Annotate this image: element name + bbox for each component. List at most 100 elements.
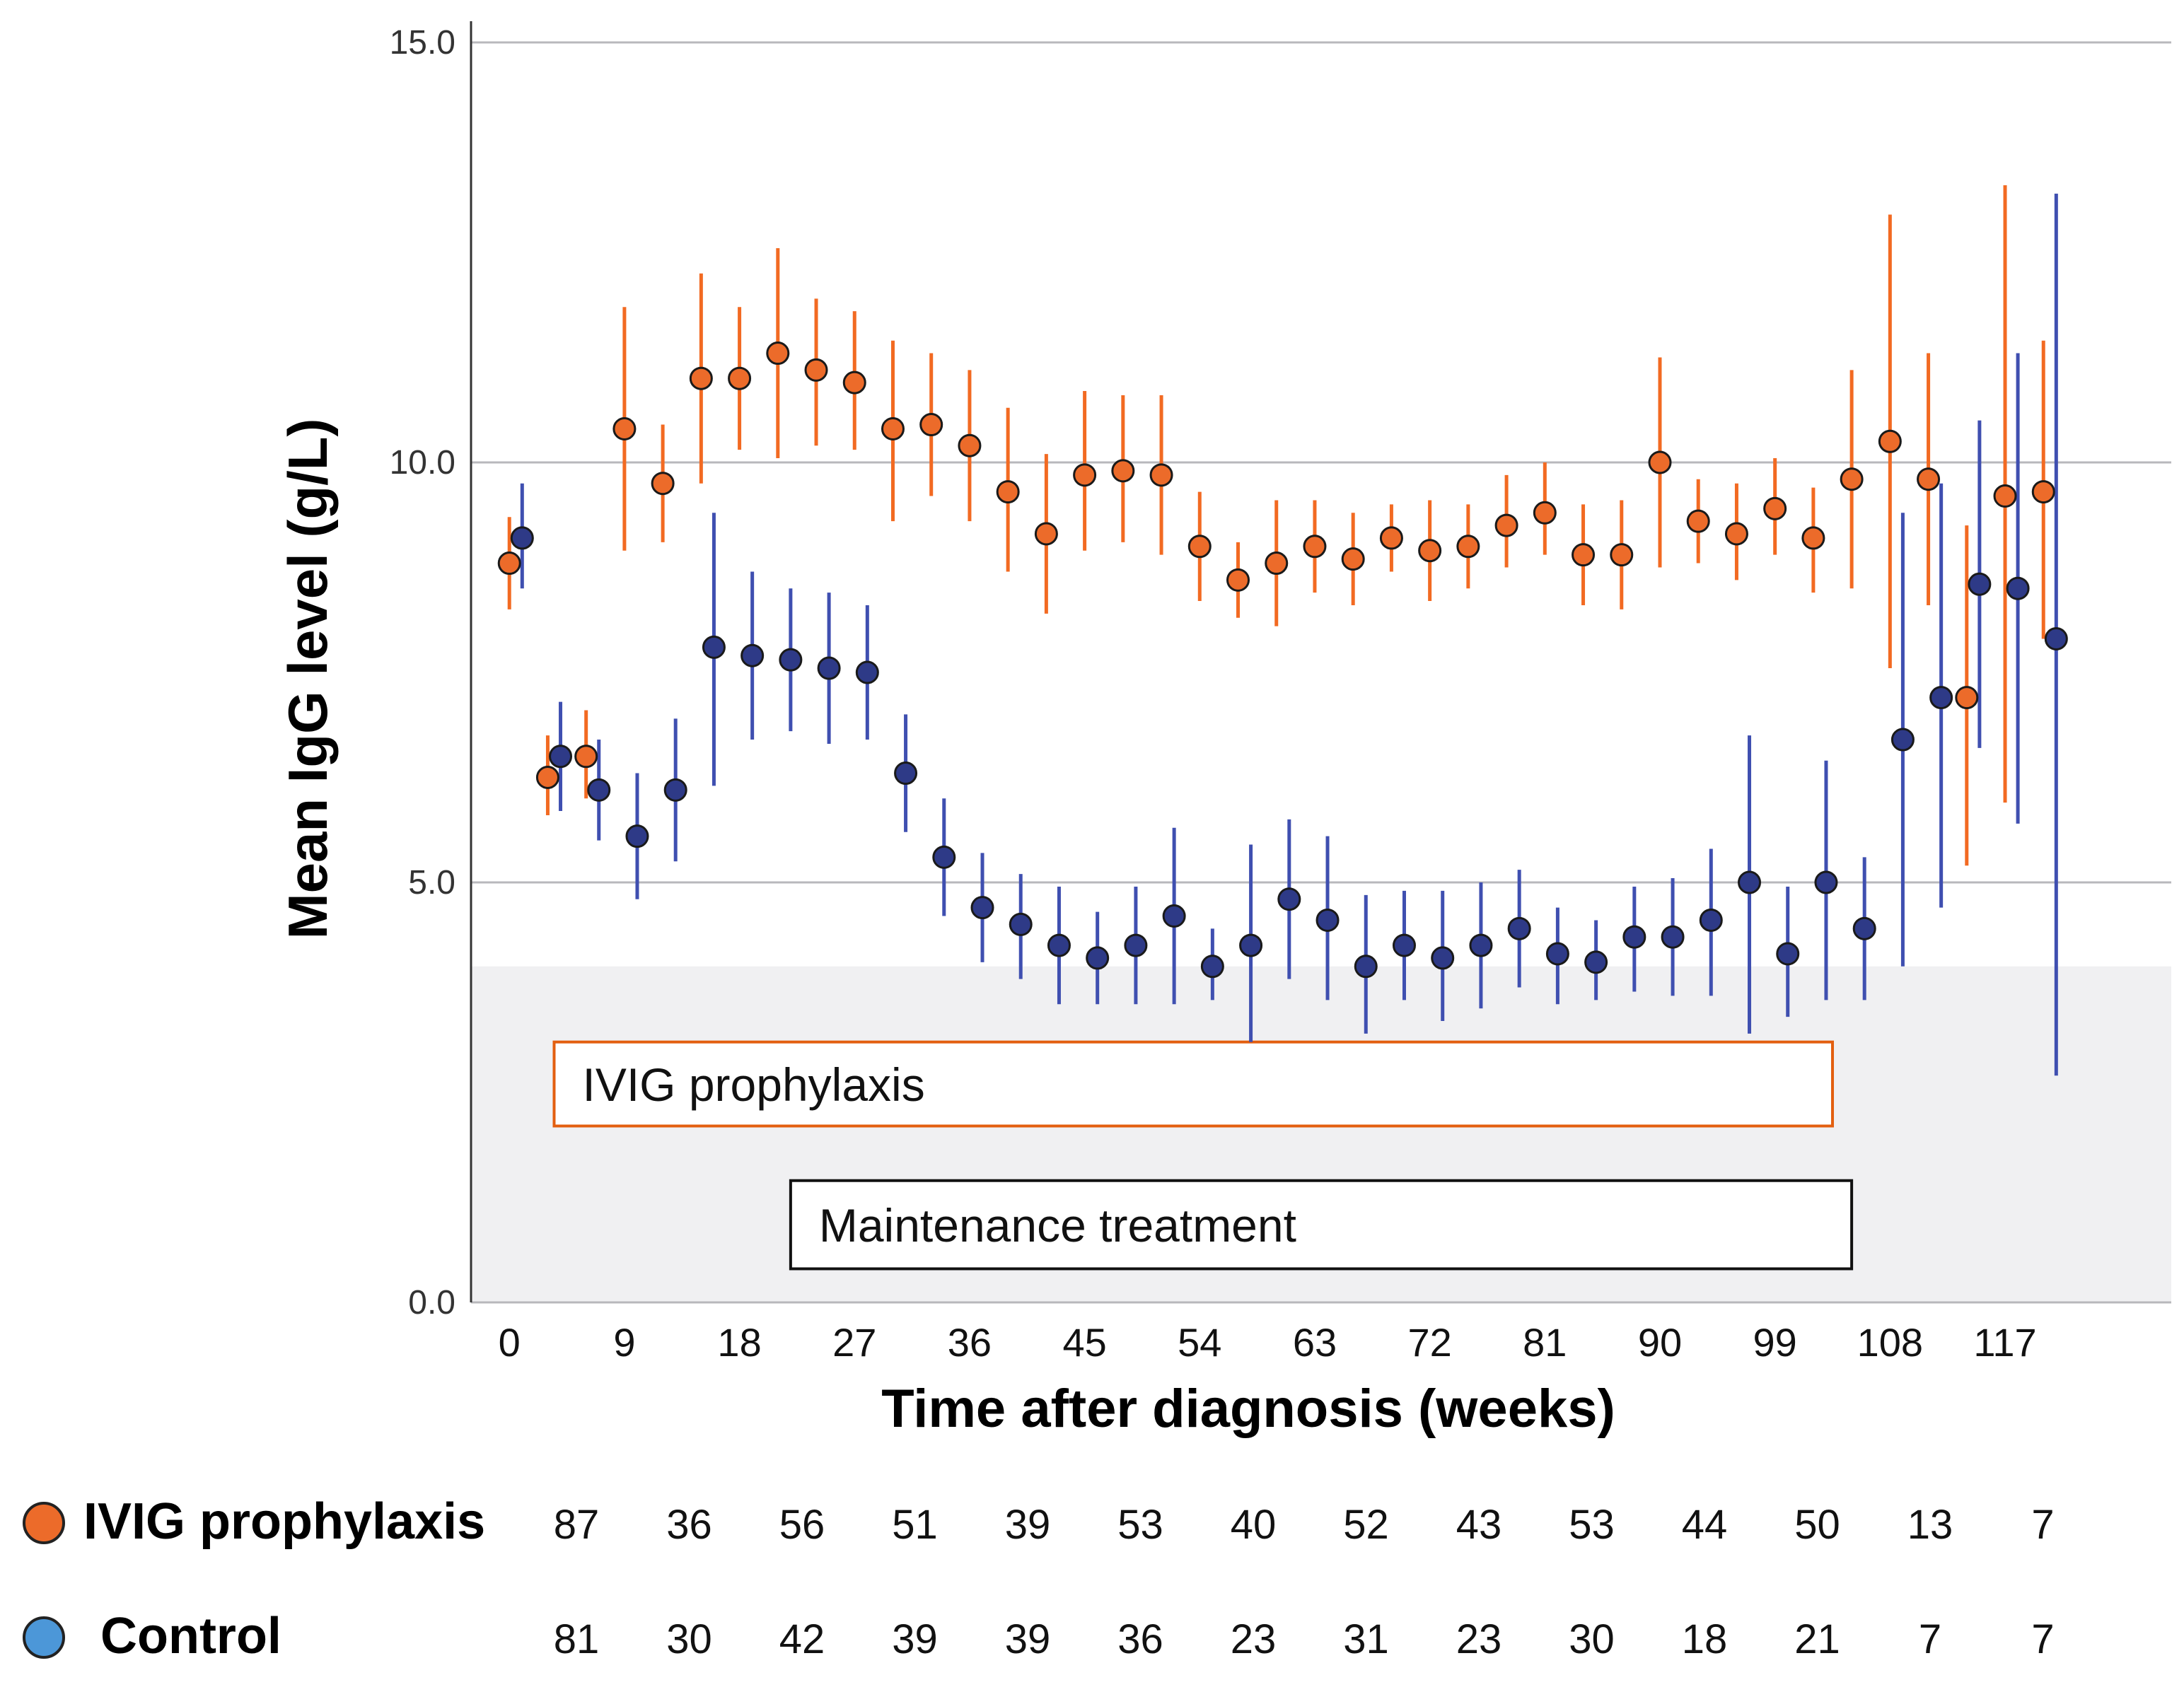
data-point	[1418, 539, 1442, 563]
data-point	[1572, 543, 1596, 567]
annotation-boxes: IVIG prophylaxis Maintenance treatment	[552, 1040, 1854, 1271]
data-point	[1009, 912, 1033, 936]
x-tick-label: 27	[832, 1320, 876, 1365]
data-point	[1431, 946, 1455, 970]
data-point	[958, 433, 982, 457]
data-point	[497, 552, 521, 576]
y-tick-label: 10.0	[390, 444, 455, 482]
x-tick-label: 63	[1293, 1320, 1337, 1365]
count-value: 30	[666, 1616, 712, 1662]
data-point	[1763, 496, 1787, 520]
data-point	[894, 761, 918, 786]
count-value: 52	[1343, 1502, 1389, 1548]
data-point	[855, 660, 879, 684]
data-point	[1622, 925, 1646, 949]
data-point	[779, 648, 803, 672]
data-point	[2006, 576, 2030, 600]
count-value: 30	[1569, 1616, 1615, 1662]
axes: 0.0 5.0 10.0 15.0 0 9 18 27 36 45 54 63 72 81 90 99 108 1…	[390, 21, 2037, 1365]
x-tick-label: 117	[1973, 1320, 2036, 1365]
data-point	[1111, 459, 1135, 483]
data-point	[1699, 908, 1723, 932]
data-point	[1917, 467, 1941, 491]
data-point	[1162, 904, 1186, 928]
count-value: 53	[1117, 1502, 1163, 1548]
y-tick-label: 15.0	[390, 24, 455, 62]
x-tick-label: 72	[1407, 1320, 1451, 1365]
data-point	[587, 778, 611, 802]
x-tick-label: 99	[1753, 1320, 1797, 1365]
data-point	[1686, 509, 1710, 533]
data-point	[1533, 501, 1557, 525]
count-value: 39	[1005, 1616, 1051, 1662]
data-point	[1200, 955, 1224, 979]
data-point	[549, 745, 573, 769]
count-value: 81	[554, 1616, 600, 1662]
data-point	[1814, 870, 1838, 894]
data-point	[1392, 933, 1416, 957]
data-point	[1545, 942, 1569, 966]
data-points	[497, 342, 2068, 979]
count-value: 23	[1231, 1616, 1277, 1662]
count-value: 50	[1794, 1502, 1840, 1548]
annotation-box	[789, 1179, 1854, 1271]
data-point	[1379, 526, 1403, 550]
data-point	[2031, 480, 2055, 504]
count-value: 31	[1343, 1616, 1389, 1662]
data-point	[1124, 933, 1148, 957]
data-point	[1648, 450, 1672, 474]
data-point	[1226, 568, 1250, 592]
count-value: 43	[1456, 1502, 1502, 1548]
data-point	[1341, 547, 1365, 571]
data-point	[1303, 535, 1327, 559]
count-value: 42	[779, 1616, 825, 1662]
count-value: 23	[1456, 1616, 1502, 1662]
data-point	[1456, 535, 1480, 559]
data-point	[1968, 572, 1992, 596]
data-point	[574, 745, 598, 769]
count-value: 21	[1794, 1616, 1840, 1662]
x-tick-label: 9	[613, 1320, 635, 1365]
count-value: 7	[2031, 1502, 2054, 1548]
x-tick-label: 108	[1857, 1320, 1923, 1365]
data-point	[1494, 513, 1518, 537]
count-value: 18	[1682, 1616, 1728, 1662]
y-axis-title: Mean IgG level (g/L)	[277, 419, 339, 940]
data-point	[1239, 933, 1263, 957]
count-value: 13	[1907, 1502, 1953, 1548]
data-point	[510, 526, 534, 550]
data-point	[1661, 925, 1685, 949]
data-point	[1034, 522, 1058, 546]
data-point	[1776, 942, 1800, 966]
grid-lines	[471, 41, 2171, 1304]
data-point	[1507, 916, 1531, 940]
data-point	[932, 845, 956, 869]
data-point	[1929, 686, 1953, 710]
data-point	[1890, 728, 1915, 752]
data-point	[702, 635, 726, 659]
count-value: 44	[1682, 1502, 1728, 1548]
data-point	[1801, 526, 1825, 550]
count-value: 7	[2031, 1616, 2054, 1662]
data-point	[689, 366, 713, 390]
data-point	[996, 480, 1020, 504]
count-value: 53	[1569, 1502, 1615, 1548]
data-point	[663, 778, 687, 802]
data-point	[1265, 552, 1289, 576]
count-value: 36	[1117, 1616, 1163, 1662]
x-tick-label: 81	[1523, 1320, 1567, 1365]
data-point	[651, 472, 675, 496]
data-point	[740, 643, 765, 667]
count-value: 51	[892, 1502, 938, 1548]
x-tick-label: 18	[717, 1320, 761, 1365]
data-point	[728, 366, 752, 390]
data-point	[612, 416, 637, 440]
count-value: 40	[1231, 1502, 1277, 1548]
x-tick-label: 54	[1178, 1320, 1221, 1365]
count-value: 36	[666, 1502, 712, 1548]
x-tick-label: 0	[499, 1320, 521, 1365]
data-point	[1878, 429, 1902, 453]
